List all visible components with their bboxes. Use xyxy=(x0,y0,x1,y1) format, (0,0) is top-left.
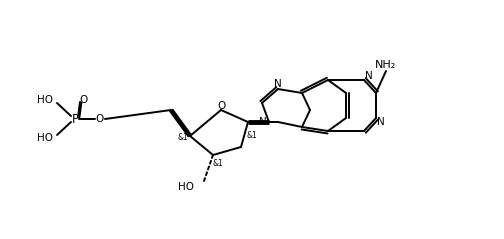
Text: N: N xyxy=(259,117,267,127)
Text: HO: HO xyxy=(178,182,194,192)
Text: O: O xyxy=(79,95,87,105)
Text: &1: &1 xyxy=(246,131,258,141)
Text: HO: HO xyxy=(37,95,53,105)
Text: N: N xyxy=(377,117,385,127)
Text: O: O xyxy=(217,101,225,111)
Text: HO: HO xyxy=(37,133,53,143)
Text: NH₂: NH₂ xyxy=(375,60,397,70)
Text: N: N xyxy=(365,71,373,81)
Text: N: N xyxy=(274,79,282,89)
Text: &1: &1 xyxy=(213,159,223,168)
Text: P: P xyxy=(72,113,79,125)
Text: O: O xyxy=(96,114,104,124)
Text: &1: &1 xyxy=(177,134,188,142)
